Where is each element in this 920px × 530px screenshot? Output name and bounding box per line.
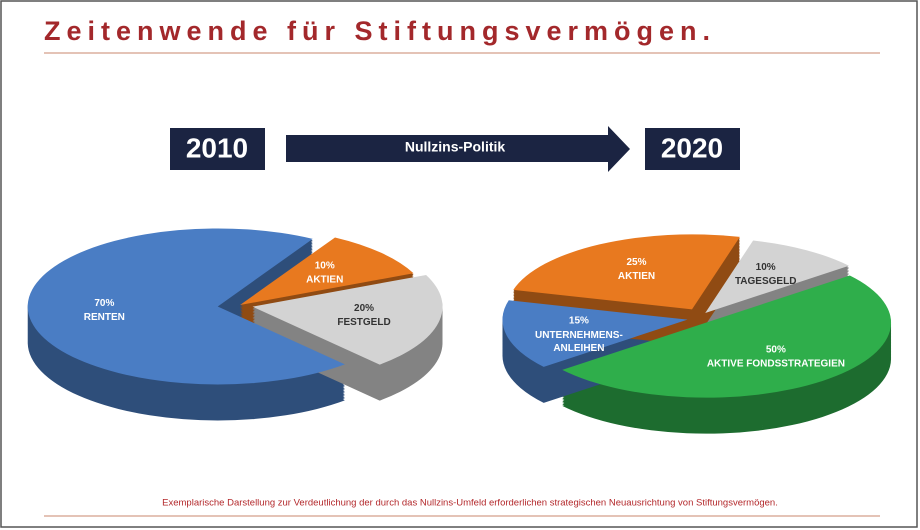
value-label: 20% xyxy=(354,303,374,314)
footnote: Exemplarische Darstellung zur Verdeutlic… xyxy=(162,498,778,509)
arrow xyxy=(286,126,630,172)
category-label: AKTIEN xyxy=(306,274,343,285)
slice xyxy=(27,228,345,385)
value-label: 25% xyxy=(626,257,646,268)
year-box xyxy=(170,128,265,170)
slice xyxy=(513,234,740,310)
category-label: UNTERNEHMENS-ANLEIHEN xyxy=(535,330,623,354)
slice xyxy=(240,237,414,305)
slice xyxy=(252,274,443,365)
value-label: 15% xyxy=(569,316,589,327)
value-label: 70% xyxy=(94,298,114,309)
year-to: 2020 xyxy=(661,132,723,163)
category-label: RENTEN xyxy=(84,312,125,323)
category-label: TAGESGELD xyxy=(735,276,796,287)
title: Zeitenwende für Stiftungsvermögen. xyxy=(44,16,716,46)
category-label: AKTIEN xyxy=(618,271,655,282)
arrow-label: Nullzins-Politik xyxy=(405,139,506,155)
value-label: 50% xyxy=(766,344,786,355)
slice xyxy=(502,300,688,367)
value-label: 10% xyxy=(315,260,335,271)
slice xyxy=(562,275,892,398)
value-label: 10% xyxy=(756,262,776,273)
year-box xyxy=(645,128,740,170)
category-label: AKTIVE FONDSSTRATEGIEN xyxy=(707,358,845,369)
slice xyxy=(705,240,850,313)
category-label: FESTGELD xyxy=(337,317,390,328)
year-from: 2010 xyxy=(186,132,248,163)
